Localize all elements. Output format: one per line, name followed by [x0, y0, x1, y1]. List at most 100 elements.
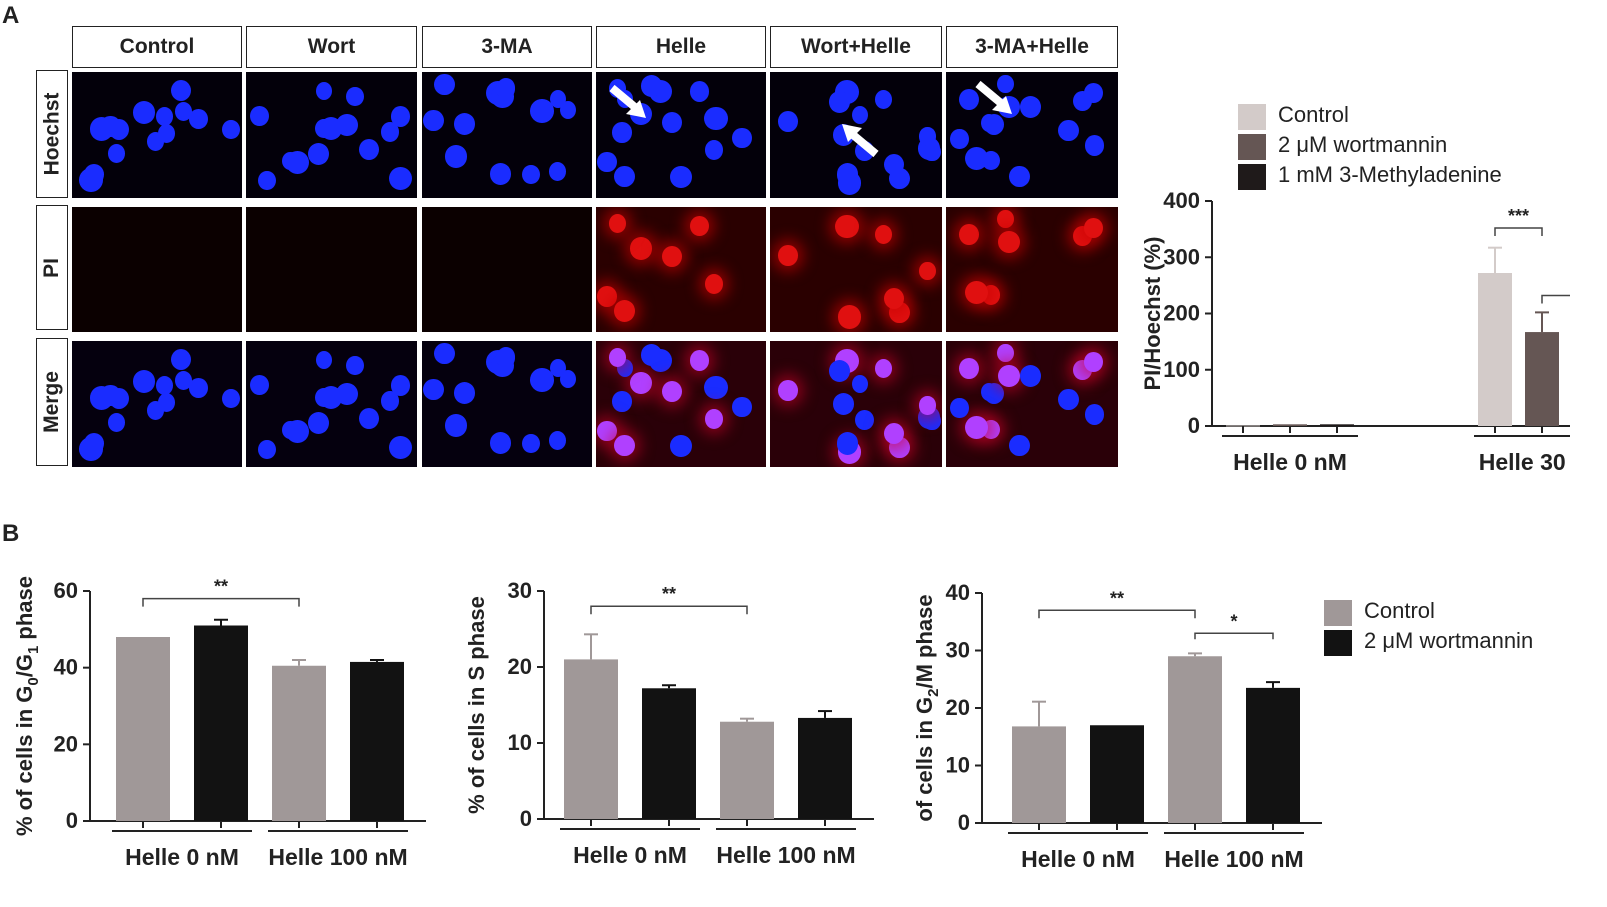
y-axis-label-part: phase [12, 576, 37, 646]
bar [564, 659, 618, 819]
nucleus [732, 396, 752, 418]
legend-swatch-wortmannin [1324, 630, 1352, 656]
nucleus [529, 368, 554, 392]
column-header-wort: Wort [246, 26, 417, 68]
nucleus [690, 350, 710, 371]
nucleus [389, 167, 413, 191]
nucleus [549, 359, 566, 378]
nucleus [286, 150, 309, 174]
y-tick-label: 60 [54, 578, 78, 603]
nucleus [490, 163, 511, 185]
micrograph-pi-5 [946, 207, 1118, 332]
nucleus [661, 246, 683, 268]
bar [1168, 656, 1222, 823]
nucleus [980, 114, 997, 133]
nucleus [100, 115, 121, 138]
nucleus [381, 391, 400, 411]
nucleus [346, 355, 364, 375]
y-tick-label: 40 [946, 580, 970, 605]
significance-marker: ** [214, 577, 228, 597]
nucleus [613, 434, 636, 457]
y-axis-label: % of cells in S phase [464, 596, 489, 814]
y-tick-label: 0 [958, 810, 970, 835]
nucleus [174, 371, 192, 391]
bar [1090, 725, 1144, 823]
nucleus [997, 74, 1014, 94]
nucleus [423, 378, 444, 401]
nucleus [997, 365, 1020, 388]
nucleus [613, 299, 636, 322]
y-tick-label: 30 [946, 638, 970, 663]
nucleus [79, 167, 104, 192]
micrograph-pi-3 [596, 207, 766, 332]
y-tick-label: 30 [508, 578, 532, 603]
nucleus [307, 142, 329, 165]
bar [116, 637, 170, 821]
bar [350, 661, 404, 821]
nucleus [1020, 364, 1042, 387]
nucleus [79, 436, 104, 461]
nucleus [704, 375, 728, 400]
nucleus [704, 140, 723, 160]
y-tick-label: 20 [946, 695, 970, 720]
micrograph-hoechst-3 [596, 72, 766, 198]
nucleus [923, 142, 941, 162]
y-tick-label: 20 [54, 731, 78, 756]
nucleus [221, 388, 240, 408]
bar [642, 688, 696, 819]
y-tick-label: 0 [520, 806, 532, 831]
significance-bracket [1194, 632, 1274, 640]
nucleus [1084, 135, 1104, 156]
column-header-helle: Helle [596, 26, 766, 68]
column-header-3ma: 3-MA [422, 26, 592, 68]
group-label: Helle 0 nM [573, 842, 687, 868]
nucleus [107, 412, 126, 432]
y-axis-label: % of cells in G0/G1 phase [12, 576, 42, 836]
y-tick-label: 10 [508, 730, 532, 755]
arrow-icon [609, 84, 646, 118]
micrograph-merge-2 [422, 341, 592, 467]
significance-marker: *** [1508, 206, 1529, 226]
chart-g2m-phase: 0 10 20 30 40 Helle 0 nM Helle 100 nM of cells … [912, 580, 1322, 872]
legend-swatch-control [1238, 104, 1266, 130]
group-label: Helle 100 nM [716, 842, 855, 868]
y-axis-label: PI/Hoechst (%) [1140, 236, 1165, 390]
nucleus [1083, 217, 1103, 239]
nucleus [958, 358, 979, 380]
arrow-icon [975, 80, 1012, 114]
nucleus [390, 106, 411, 127]
nucleus [1084, 404, 1104, 425]
panel-label-b: B [2, 520, 20, 547]
micrograph-pi-0 [72, 207, 242, 332]
nucleus [661, 380, 683, 402]
nucleus [1009, 434, 1030, 456]
chart-s-phase: 0 10 20 30 Helle 0 nM Helle 100 nM % of cells … [464, 578, 874, 868]
panel-label-a: A [2, 2, 20, 29]
micrograph-merge-5 [946, 341, 1118, 467]
legend-label-3-methyladenine: 1 mM 3-Methyladenine [1278, 162, 1502, 187]
nucleus [314, 118, 334, 139]
nucleus [777, 245, 798, 267]
micrograph-merge-1 [246, 341, 417, 467]
nucleus [661, 111, 683, 133]
nucleus [828, 91, 850, 114]
nucleus [852, 105, 869, 125]
nucleus [107, 143, 126, 163]
nucleus [828, 360, 850, 383]
nucleus [852, 374, 869, 394]
nucleus [132, 370, 155, 394]
bar [194, 625, 248, 821]
nucleus [453, 112, 476, 135]
significance-marker: * [1230, 611, 1237, 631]
chart-g0g1-phase: 0 20 40 60 Helle 0 nM Helle 100 nM % of cells … [12, 576, 426, 870]
micrograph-pi-4 [770, 207, 942, 332]
nucleus [358, 408, 379, 430]
nucleus [423, 109, 444, 132]
row-header-pi: PI [36, 205, 68, 330]
nucleus [346, 86, 364, 106]
nucleus [221, 119, 240, 139]
nucleus [958, 89, 979, 111]
group-label: Helle 30 nM [1479, 449, 1570, 475]
y-tick-label: 400 [1163, 188, 1200, 213]
nucleus [630, 237, 653, 260]
